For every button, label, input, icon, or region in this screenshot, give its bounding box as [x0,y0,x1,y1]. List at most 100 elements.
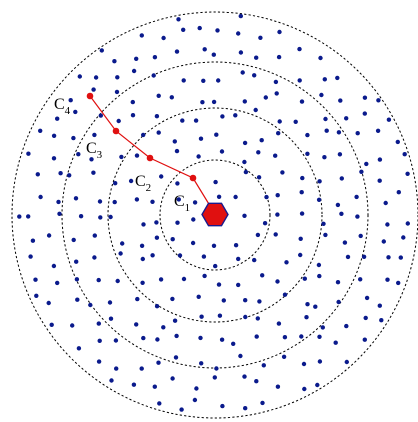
sensor-node [140,256,145,262]
sensor-node [108,316,114,321]
sensor-node [96,277,101,283]
sensor-node [26,151,31,156]
sensor-node [55,280,60,286]
sensor-node [323,116,328,122]
sensor-node [299,99,305,104]
sensor-node [274,91,279,96]
sensor-node [115,278,120,284]
sensor-node [213,263,218,269]
sensor-node [362,95,368,100]
sensor-node [51,156,57,161]
sensor-node [38,194,43,200]
sensor-node [277,29,282,35]
sensor-node [177,253,183,258]
sensor-node [298,236,303,241]
sensor-node [297,78,302,83]
sensor-node [273,79,279,85]
sensor-node [318,55,323,61]
sensor-node [321,221,326,226]
sensor-node [215,28,220,33]
sensor-node [134,322,139,327]
sensor-node [238,50,244,55]
sensor-node [175,181,180,186]
sensor-node [17,214,22,219]
sensor-node [26,214,31,219]
sensor-node [202,273,207,279]
sensor-node [252,73,257,78]
route-point-c1 [189,174,197,182]
sensor-node [114,89,120,95]
sensor-node [293,119,298,125]
sensor-node [304,315,309,320]
sensor-node [402,152,407,157]
sensor-node [261,363,266,368]
sensor-node [398,255,403,260]
sensor-node [135,296,140,302]
sensor-node [181,276,187,282]
sensor-node [264,194,269,200]
ring-3 [61,61,369,369]
sensor-node [253,107,258,113]
sensor-node [338,98,343,103]
sensor-node [99,48,105,53]
sensor-node [344,116,349,121]
sensor-node [317,273,322,279]
sensor-node [317,359,323,364]
sensor-node [339,176,344,181]
sensor-node [199,361,204,366]
sensor-node [385,222,390,227]
sensor-node [256,150,261,155]
sensor-node [150,253,155,258]
sensor-node [130,99,135,105]
sensor-node [154,235,160,240]
sensor-node [243,298,248,303]
sensor-node [355,214,360,219]
sensor-node [322,77,327,82]
label-c1: C1 [174,193,190,214]
sensor-node [301,361,307,367]
sensor-node [361,254,367,259]
sensor-node [297,46,302,52]
sensor-node [112,59,117,64]
sensor-node [320,325,325,330]
sensor-node [192,200,198,205]
sensor-node [359,169,364,174]
sensor-node [131,382,137,387]
sensor-node [159,174,164,179]
sensor-node [201,254,207,259]
sensor-node [305,132,310,138]
sensor-node [174,148,180,154]
sensor-node [107,300,113,305]
route-point-c2 [146,154,154,162]
sensor-node [275,212,280,217]
sensor-node [88,302,93,308]
ring-2 [107,107,323,323]
sensor-node [259,138,264,143]
sensor-node [158,277,164,282]
sensor-node [174,333,179,339]
sensor-node [211,99,217,105]
route-line [89,95,216,215]
sensor-node [262,221,268,226]
sensor-node [257,299,262,304]
sensor-node [181,27,186,32]
sensor-node [98,113,104,118]
sensor-node [220,403,225,409]
sensor-node [217,313,223,318]
sensor-node [354,194,359,200]
label-c4: C4 [54,96,71,117]
sensor-node [242,213,247,218]
sensor-node [176,197,181,202]
sensor-node [273,153,278,158]
sensor-node [169,95,174,100]
route-point-c3 [112,127,120,135]
sensor-node [336,130,342,135]
sensor-node [300,175,305,181]
sensor-node [114,366,119,371]
sensor-node [405,171,410,176]
sensor-nodes [17,13,410,412]
sensor-node [302,386,307,392]
sensor-node [152,55,158,60]
sensor-node [233,194,238,200]
